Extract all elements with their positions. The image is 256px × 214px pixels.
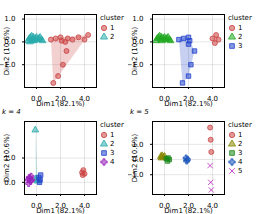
- html-text:k = 5: k = 5: [130, 108, 149, 116]
- html-text:k = 4: k = 4: [2, 108, 21, 116]
- html-text:cluster: cluster: [228, 14, 252, 22]
- svg-text:Dim1 (82.1%): Dim1 (82.1%): [36, 207, 85, 214]
- html-text:1: 1: [238, 130, 243, 139]
- html-text:2: 2: [238, 139, 243, 148]
- html-text:2: 2: [238, 32, 243, 41]
- html-text:5: 5: [238, 166, 243, 175]
- html-text:1: 1: [110, 23, 115, 32]
- html-text:2: 2: [110, 139, 115, 148]
- svg-text:Dim1 (82.1%): Dim1 (82.1%): [164, 100, 213, 108]
- html-text:3: 3: [238, 148, 243, 157]
- svg-text:Dim2 (10.6%): Dim2 (10.6%): [3, 133, 11, 182]
- html-text:cluster: cluster: [100, 121, 124, 129]
- html-text:1: 1: [238, 23, 243, 32]
- html-text:3: 3: [110, 148, 115, 157]
- svg-text:Dim2 (10.6%): Dim2 (10.6%): [3, 26, 11, 75]
- svg-text:Dim1 (82.1%): Dim1 (82.1%): [36, 100, 85, 108]
- html-text:cluster: cluster: [228, 121, 252, 129]
- svg-text:Dim2 (10.6%): Dim2 (10.6%): [131, 133, 139, 182]
- html-text:2: 2: [110, 32, 115, 41]
- html-text:4: 4: [110, 157, 115, 166]
- html-text:1: 1: [110, 130, 115, 139]
- svg-text:1.0: 1.0: [4, 15, 15, 23]
- html-text:cluster: cluster: [100, 14, 124, 22]
- svg-text:1.0: 1.0: [132, 15, 143, 23]
- html-text:4: 4: [238, 157, 243, 166]
- svg-text:Dim2 (10.6%): Dim2 (10.6%): [131, 26, 139, 75]
- svg-text:Dim1 (82.1%): Dim1 (82.1%): [164, 207, 213, 214]
- html-text:3: 3: [238, 41, 243, 50]
